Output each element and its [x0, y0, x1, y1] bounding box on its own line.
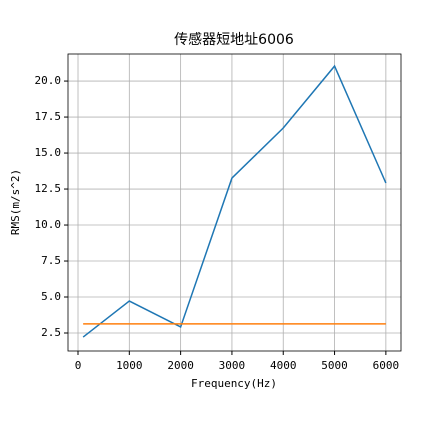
y-axis-label: RMS(m/s^2) — [9, 169, 22, 235]
y-tick-label: 2.5 — [41, 326, 61, 339]
chart-title: 传感器短地址6006 — [174, 31, 294, 48]
y-tick-label: 12.5 — [35, 182, 62, 195]
y-tick-label: 10.0 — [35, 218, 62, 231]
data-line — [82, 64, 387, 338]
y-tick-label: 15.0 — [35, 146, 62, 159]
y-tick-label: 20.0 — [35, 74, 62, 87]
y-tick-label: 17.5 — [35, 110, 62, 123]
plot-frame — [67, 53, 402, 352]
x-tick-label: 2000 — [167, 359, 194, 372]
x-axis-label: Frequency(Hz) — [191, 377, 277, 390]
y-tick-label: 5.0 — [41, 290, 61, 303]
x-tick-label: 3000 — [219, 359, 246, 372]
y-tick-label: 7.5 — [41, 254, 61, 267]
x-tick-label: 0 — [75, 359, 82, 372]
x-tick-label: 1000 — [116, 359, 143, 372]
x-tick-label: 6000 — [373, 359, 400, 372]
x-tick-label: 5000 — [321, 359, 348, 372]
x-tick-label: 4000 — [270, 359, 297, 372]
